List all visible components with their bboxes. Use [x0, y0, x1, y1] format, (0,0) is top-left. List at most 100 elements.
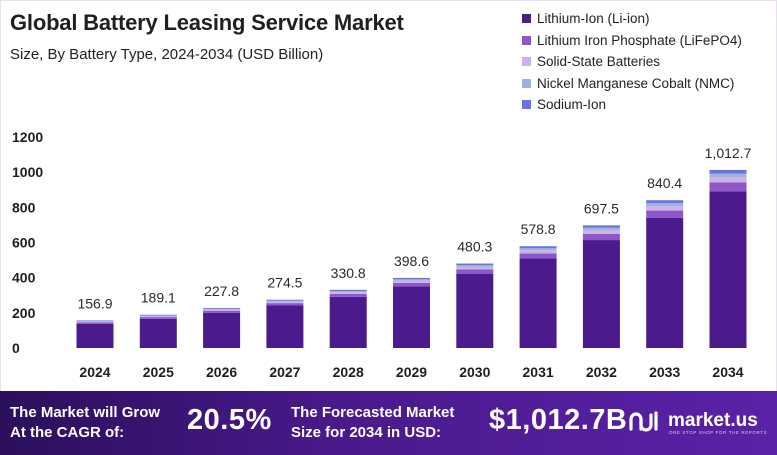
bar-segment	[582, 225, 620, 228]
legend-swatch	[522, 14, 531, 24]
y-tick-label: 600	[12, 235, 36, 251]
bar-segment	[203, 308, 241, 310]
bar-segment	[393, 286, 430, 348]
bar-segment	[456, 269, 494, 274]
bar-segment	[393, 277, 430, 280]
market-us-logo-icon	[629, 411, 658, 432]
bar-total-label: 274.5	[267, 275, 302, 291]
bar-segment	[266, 303, 304, 306]
bar-segment	[709, 177, 747, 183]
legend-label: Sodium-Ion	[537, 97, 607, 113]
bar-segment	[266, 301, 304, 304]
x-tick-label: 2032	[586, 364, 617, 380]
bar-segment	[266, 300, 304, 302]
forecast-label: The Forecasted Market Size for 2034 in U…	[291, 403, 454, 443]
bar-segment	[519, 248, 557, 251]
legend-item-lifepo4: Lithium Iron Phosphate (LiFePO4)	[522, 30, 772, 52]
bar-total-label: 480.3	[457, 239, 492, 255]
bar-segment	[203, 312, 241, 348]
bar-segment	[329, 293, 367, 297]
bar-total-label: 697.5	[584, 200, 619, 216]
bar-segment	[582, 230, 620, 234]
bar-segment	[266, 299, 304, 301]
bar-segment	[76, 323, 114, 348]
chart-subtitle: Size, By Battery Type, 2024-2034 (USD Bi…	[10, 46, 324, 63]
bar-segment	[709, 182, 747, 192]
bar-total-label: 156.9	[77, 295, 112, 311]
bar-segment	[139, 314, 177, 316]
x-tick-label: 2024	[79, 364, 110, 380]
x-tick-label: 2031	[523, 364, 554, 380]
bar-segment	[203, 307, 241, 309]
forecast-label-line1: The Forecasted Market	[291, 404, 455, 421]
bar-segment	[139, 317, 177, 319]
bar-segment	[519, 250, 557, 254]
bar-segment	[456, 265, 494, 267]
legend-label: Lithium-Ion (Li-ion)	[537, 11, 650, 27]
bar-segment	[139, 318, 177, 348]
cagr-label-line2: At the CAGR of:	[10, 424, 125, 441]
bar-segment	[139, 315, 177, 317]
forecast-value: $1,012.7B	[489, 404, 628, 436]
bar-segment	[519, 258, 557, 348]
bar-segment	[76, 320, 114, 322]
legend-label: Nickel Manganese Cobalt (NMC)	[537, 75, 735, 91]
bar-segment	[76, 320, 114, 321]
legend-swatch	[522, 78, 531, 88]
y-tick-label: 1200	[12, 129, 43, 145]
bar-segment	[329, 291, 367, 293]
x-tick-label: 2026	[206, 364, 237, 380]
x-tick-label: 2028	[333, 364, 364, 380]
bar-total-label: 1,012.7	[705, 145, 752, 161]
legend-swatch	[522, 57, 531, 67]
bar-segment	[393, 280, 430, 283]
bar-total-label: 578.8	[521, 221, 556, 237]
chart-title: Global Battery Leasing Service Market	[10, 10, 404, 35]
bar-segment	[139, 316, 177, 318]
bar-segment	[646, 206, 684, 211]
x-tick-label: 2030	[459, 364, 490, 380]
x-tick-label: 2034	[712, 364, 743, 380]
bar-segment	[646, 210, 684, 218]
y-tick-label: 0	[12, 340, 20, 356]
legend-item-nmc: Nickel Manganese Cobalt (NMC)	[522, 73, 772, 95]
cagr-label-line1: The Market will Grow	[10, 404, 161, 421]
bar-segment	[329, 292, 367, 294]
legend-swatch	[522, 35, 531, 45]
x-tick-label: 2033	[649, 364, 680, 380]
cagr-value: 20.5%	[187, 404, 272, 436]
bar-total-label: 330.8	[331, 265, 366, 281]
brand-tagline: ONE STOP SHOP FOR THE REPORTS	[669, 430, 768, 435]
legend-label: Lithium Iron Phosphate (LiFePO4)	[537, 32, 742, 48]
y-tick-label: 800	[12, 199, 36, 215]
bar-total-label: 189.1	[141, 290, 176, 306]
bar-segment	[709, 173, 747, 178]
stacked-bar-chart: 0 200 400 600 800 1000 1200 156.9 2024 189.1 2025 2…	[12, 129, 752, 380]
legend-swatch	[522, 100, 531, 110]
legend-item-solid-state: Solid-State Batteries	[522, 51, 772, 73]
forecast-label-line2: Size for 2034 in USD:	[291, 424, 442, 441]
bar-segment	[393, 282, 430, 287]
bar-segment	[76, 321, 114, 323]
brand-logo: market.us ONE STOP SHOP FOR THE REPORTS	[628, 407, 767, 435]
bar-total-label: 227.8	[204, 283, 239, 299]
bar-segment	[582, 227, 620, 231]
footer-banner: The Market will Grow At the CAGR of: 20.…	[0, 391, 777, 455]
y-tick-label: 1000	[12, 164, 43, 180]
bar-segment	[709, 191, 747, 348]
bar-segment	[76, 322, 114, 324]
bar-total-label: 840.4	[647, 175, 682, 191]
bar-segment	[582, 233, 620, 241]
x-tick-label: 2029	[396, 364, 427, 380]
x-tick-label: 2027	[269, 364, 300, 380]
cagr-label: The Market will Grow At the CAGR of:	[10, 403, 160, 443]
bar-segment	[709, 169, 747, 174]
bar-segment	[456, 266, 494, 270]
bar-segment	[266, 305, 304, 348]
bar-segment	[646, 217, 684, 348]
legend-item-lithium-ion: Lithium-Ion (Li-ion)	[522, 8, 772, 30]
bar-segment	[519, 253, 557, 259]
chart-legend: Lithium-Ion (Li-ion) Lithium Iron Phosph…	[522, 8, 772, 116]
legend-label: Solid-State Batteries	[537, 54, 661, 70]
bar-segment	[582, 240, 620, 348]
